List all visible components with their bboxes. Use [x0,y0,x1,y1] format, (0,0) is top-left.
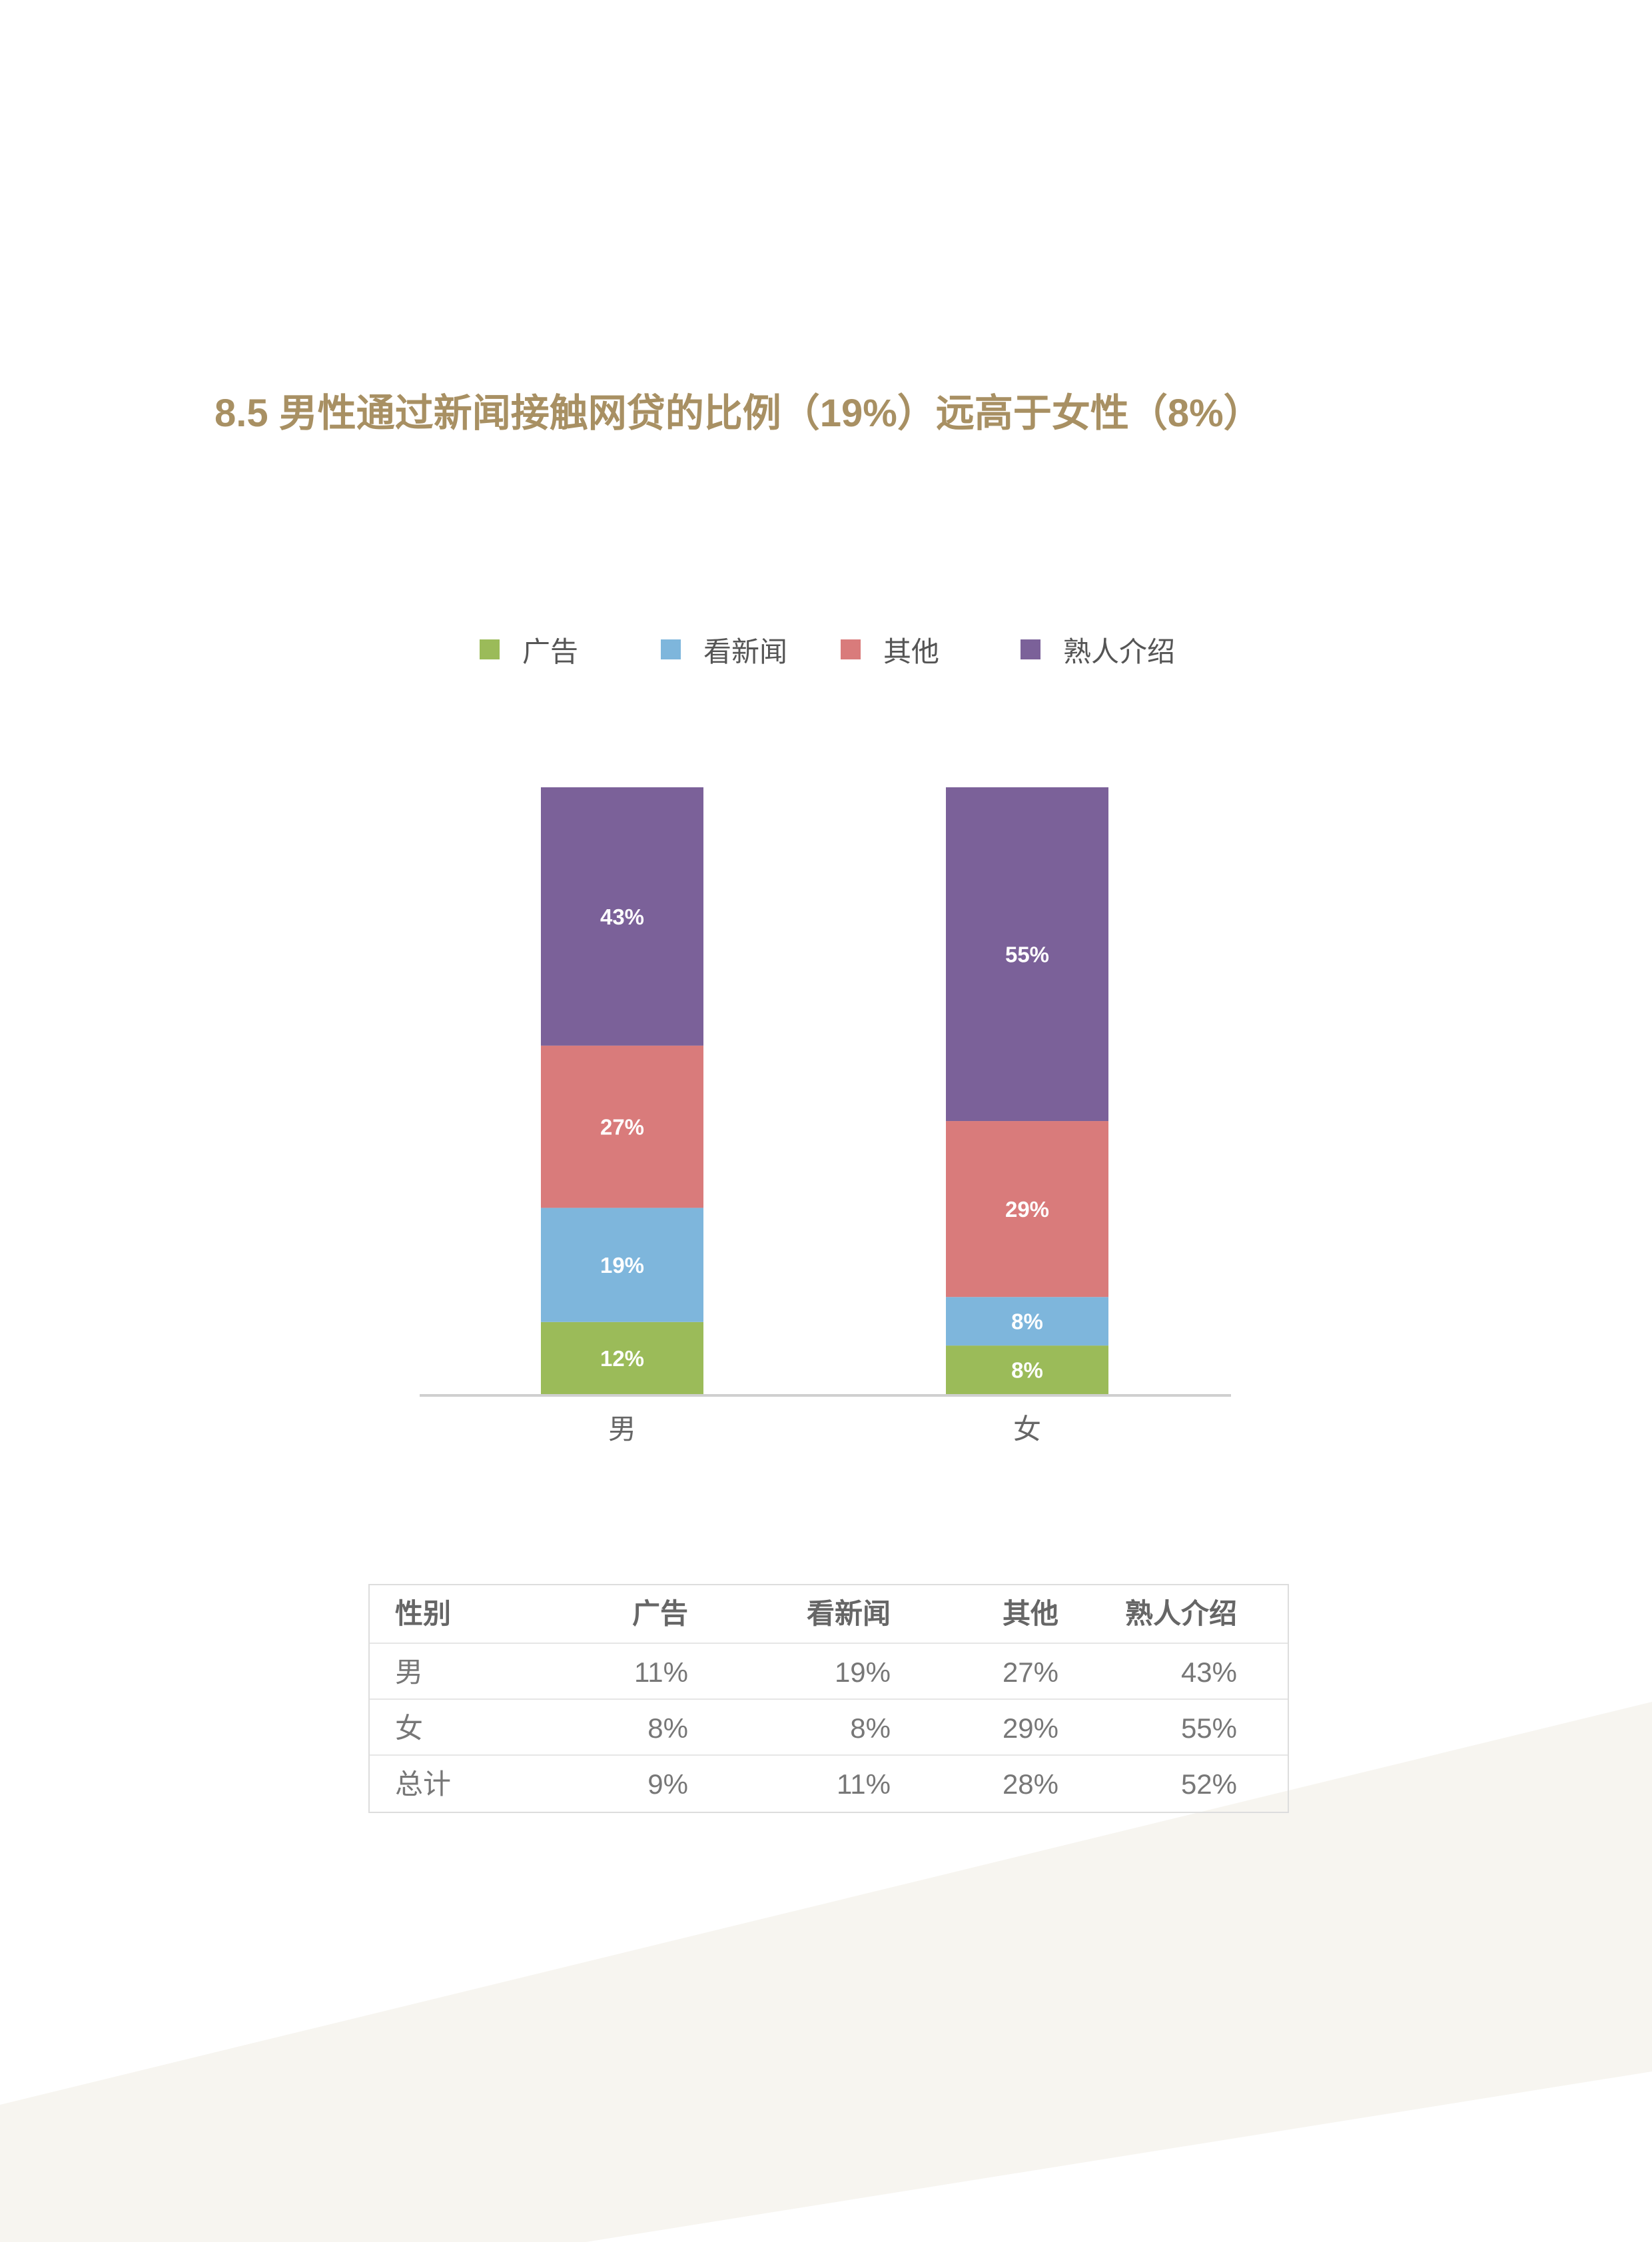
data-label-news: 19% [600,1253,644,1278]
bar-segment-other [946,1121,1108,1298]
table-header-gender: 性别 [395,1598,452,1629]
bar-segment-other [541,1045,703,1208]
bar-segment-ad [541,1321,703,1394]
table-header-acquaintance: 熟人介绍 [1124,1598,1237,1629]
page-title: 8.5 男性通过新闻接触网贷的比例（19%）远高于女性（8%） [214,392,1262,435]
data-label-news: 8% [1011,1309,1043,1334]
bar-segment-acquaintance [541,787,703,1046]
bar-segment-ad [946,1345,1108,1394]
legend-swatch-news [661,639,681,659]
table-header-news: 看新闻 [806,1598,891,1629]
legend-swatch-other [841,639,861,659]
table-cell-other: 27% [1002,1657,1058,1688]
legend-label-other: 其他 [883,635,940,667]
legend-item-acquaintance: 熟人介绍 [1021,629,1175,669]
table-cell-ad: 9% [647,1768,688,1800]
table-cell-other: 29% [1002,1712,1058,1744]
table-cell-gender: 总计 [395,1768,452,1800]
table-cell-news: 8% [850,1712,891,1744]
bar-segment-news [541,1208,703,1322]
legend-swatch-ad [480,639,500,659]
table-cell-acquaintance: 52% [1180,1768,1237,1800]
table-row: 男 11% 19% 27% 43% [370,1643,1288,1701]
data-label-other: 29% [1005,1197,1049,1222]
table-cell-news: 11% [837,1768,891,1800]
table-cell-ad: 8% [647,1712,688,1744]
bar-segment-acquaintance [946,787,1108,1122]
legend-label-ad: 广告 [522,635,579,667]
data-label-ad: 8% [1011,1358,1043,1383]
bar-segment-news [946,1297,1108,1346]
legend-label-acquaintance: 熟人介绍 [1063,635,1176,667]
data-label-acquaintance: 43% [600,905,644,929]
data-table: 性别 广告 看新闻 其他 熟人介绍 男 11% 19% 27% 43% 女 8%… [368,1584,1289,1813]
data-label-other: 27% [600,1115,644,1140]
table-cell-acquaintance: 55% [1180,1712,1237,1744]
stacked-bar-chart: 12% 19% 27% 43% 男 8% 8% 29% 55% 女 [420,787,1231,1445]
table-row: 总计 9% 11% 28% 52% [370,1754,1288,1813]
table-cell-acquaintance: 43% [1180,1657,1237,1688]
legend-label-news: 看新闻 [703,635,788,667]
table-cell-other: 28% [1002,1768,1058,1800]
x-tick-label: 女 [1013,1413,1041,1445]
table-header-other: 其他 [1002,1598,1058,1629]
table-cell-ad: 11% [634,1657,688,1688]
legend-item-ad: 广告 [480,629,578,669]
x-tick-label: 男 [608,1413,636,1445]
table-cell-gender: 女 [395,1712,424,1744]
table-cell-news: 19% [834,1657,891,1688]
table-row: 女 8% 8% 29% 55% [370,1698,1288,1757]
data-label-ad: 12% [600,1346,644,1371]
table-header-row: 性别 广告 看新闻 其他 熟人介绍 [370,1585,1288,1643]
legend-item-other: 其他 [841,629,939,669]
table-cell-gender: 男 [395,1657,424,1688]
table-header-ad: 广告 [631,1598,688,1629]
chart-legend: 广告 看新闻 其他 熟人介绍 [480,629,1279,669]
legend-item-news: 看新闻 [661,629,787,669]
data-label-acquaintance: 55% [1005,942,1049,967]
legend-swatch-acquaintance [1021,639,1040,659]
